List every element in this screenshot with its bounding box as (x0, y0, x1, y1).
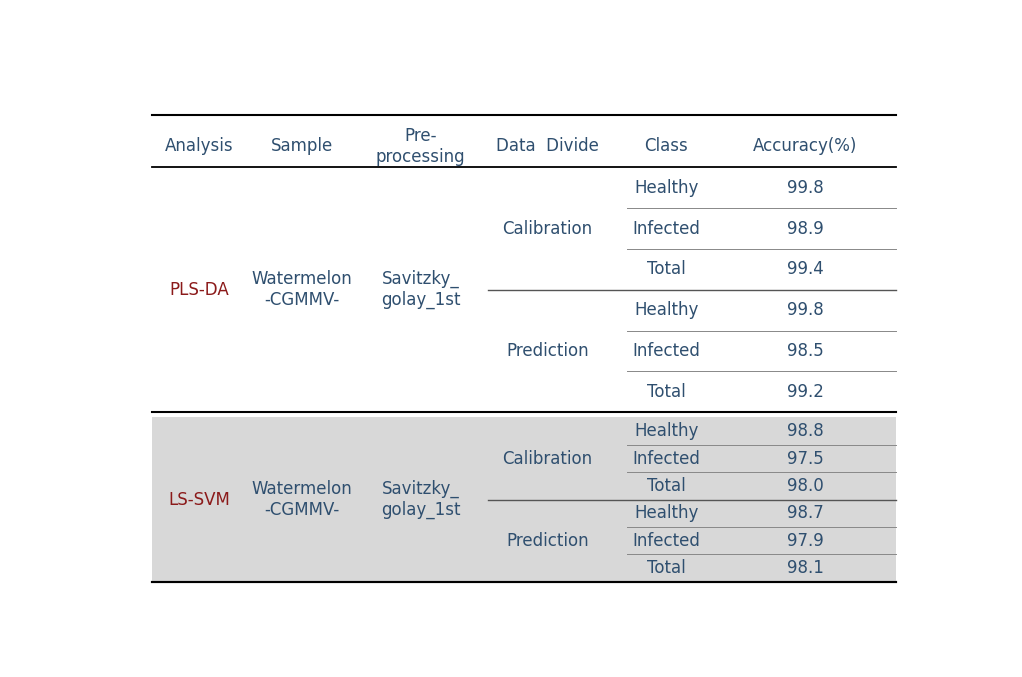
Text: Total: Total (647, 477, 686, 495)
Text: Infected: Infected (633, 342, 700, 360)
Text: Healthy: Healthy (635, 422, 698, 440)
Text: Infected: Infected (633, 450, 700, 468)
Text: Accuracy(%): Accuracy(%) (753, 137, 857, 156)
Text: Prediction: Prediction (506, 342, 589, 360)
Text: Total: Total (647, 383, 686, 401)
Text: Data  Divide: Data Divide (496, 137, 599, 156)
Text: Class: Class (645, 137, 688, 156)
Text: Watermelon
-CGMMV-: Watermelon -CGMMV- (251, 480, 353, 519)
Text: Savitzky_
golay_1st: Savitzky_ golay_1st (381, 480, 461, 519)
Text: Infected: Infected (633, 531, 700, 550)
Text: Total: Total (647, 261, 686, 278)
Text: Infected: Infected (633, 219, 700, 238)
Text: PLS-DA: PLS-DA (170, 281, 229, 299)
Text: 97.9: 97.9 (787, 531, 824, 550)
Text: 97.5: 97.5 (787, 450, 824, 468)
Text: 99.8: 99.8 (787, 179, 824, 197)
Text: Total: Total (647, 559, 686, 577)
Text: Prediction: Prediction (506, 531, 589, 550)
Text: 99.4: 99.4 (787, 261, 824, 278)
Text: 99.8: 99.8 (787, 301, 824, 319)
Text: Healthy: Healthy (635, 504, 698, 522)
Text: Calibration: Calibration (503, 450, 593, 468)
Text: Pre-
processing: Pre- processing (376, 127, 466, 166)
Text: 98.5: 98.5 (787, 342, 824, 360)
Text: 98.0: 98.0 (787, 477, 824, 495)
Text: Healthy: Healthy (635, 179, 698, 197)
Text: Analysis: Analysis (165, 137, 233, 156)
Text: 98.9: 98.9 (787, 219, 824, 238)
Text: Watermelon
-CGMMV-: Watermelon -CGMMV- (251, 270, 353, 309)
Text: Savitzky_
golay_1st: Savitzky_ golay_1st (381, 270, 461, 309)
Text: 98.7: 98.7 (787, 504, 824, 522)
Text: Sample: Sample (271, 137, 333, 156)
Text: 98.8: 98.8 (787, 422, 824, 440)
Text: Healthy: Healthy (635, 301, 698, 319)
Text: LS-SVM: LS-SVM (168, 491, 230, 508)
Bar (151, 418, 896, 582)
Text: 99.2: 99.2 (787, 383, 824, 401)
Text: Calibration: Calibration (503, 219, 593, 238)
Text: 98.1: 98.1 (787, 559, 824, 577)
